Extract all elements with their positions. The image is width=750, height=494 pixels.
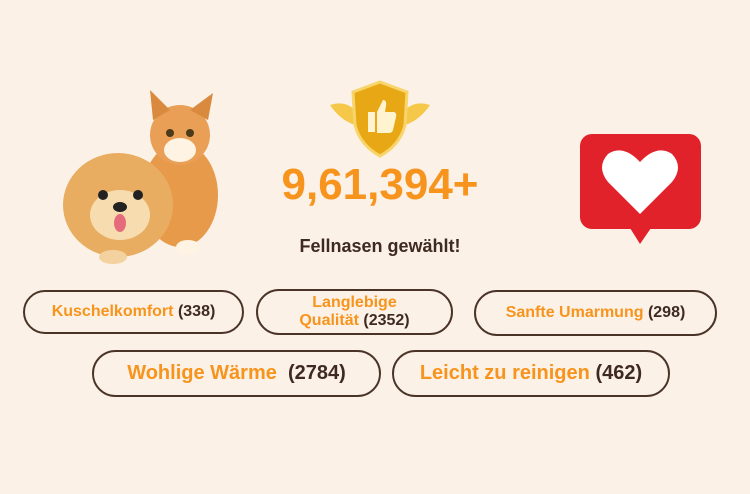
feature-label: Kuschelkomfort bbox=[51, 302, 174, 320]
feature-count: (298) bbox=[647, 303, 686, 321]
feature-label: Wohlige Wärme bbox=[127, 362, 277, 384]
vote-caption: Fellnasen gewählt! bbox=[299, 236, 461, 256]
feature-count: (2352) bbox=[363, 312, 410, 329]
feature-pill-sanfte-umarmung[interactable]: Sanfte Umarmung (298) bbox=[474, 290, 717, 336]
feature-count: (2784) bbox=[287, 362, 346, 384]
feature-label: Leicht zu reinigen bbox=[419, 362, 590, 384]
cat-dog-image bbox=[63, 90, 218, 264]
feature-pill-kuschelkomfort[interactable]: Kuschelkomfort (338) bbox=[23, 290, 244, 334]
feature-label: Langlebige Qualität bbox=[299, 293, 397, 329]
heart-bubble-icon bbox=[580, 134, 701, 244]
feature-label: Sanfte Umarmung bbox=[505, 303, 644, 321]
shield-thumbs-up-icon bbox=[330, 80, 430, 158]
feature-pill-langlebige-qualitaet[interactable]: Langlebige Qualität (2352) bbox=[256, 289, 453, 335]
vote-count: 9,61,394+ bbox=[281, 160, 479, 209]
feature-count: (338) bbox=[177, 302, 216, 320]
feature-count: (462) bbox=[595, 362, 643, 384]
feature-pill-wohlige-waerme[interactable]: Wohlige Wärme (2784) bbox=[92, 350, 381, 397]
feature-pill-leicht-zu-reinigen[interactable]: Leicht zu reinigen (462) bbox=[392, 350, 670, 397]
